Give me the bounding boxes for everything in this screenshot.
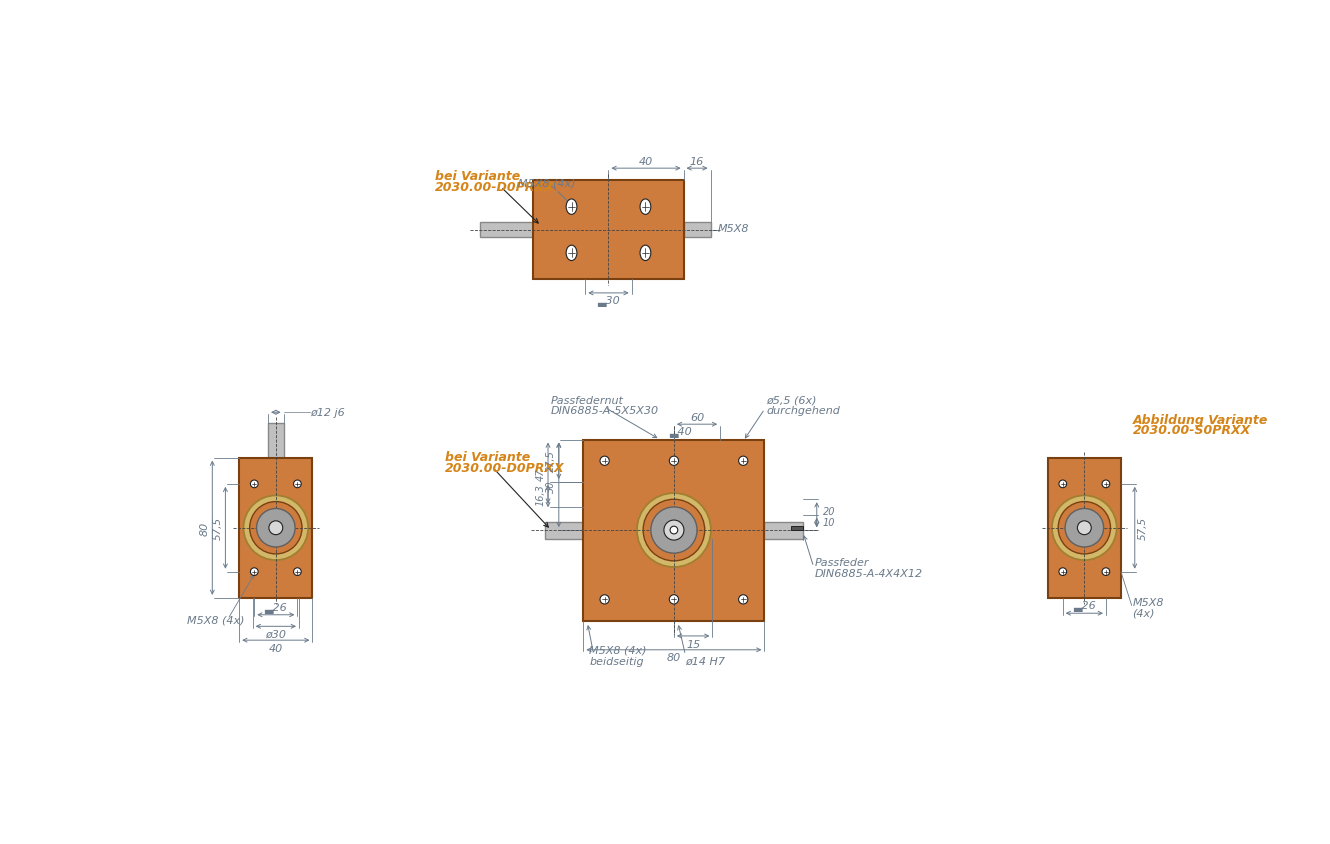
Circle shape <box>1077 522 1092 535</box>
Circle shape <box>600 595 609 604</box>
Text: ▃26: ▃26 <box>265 602 287 613</box>
Bar <box>269 424 283 458</box>
Bar <box>533 181 684 279</box>
Bar <box>1048 458 1121 598</box>
Text: 2030.00-D0PRXX: 2030.00-D0PRXX <box>435 181 555 194</box>
Text: M5X8: M5X8 <box>1132 597 1164 607</box>
Text: beidseitig: beidseitig <box>589 656 644 666</box>
Bar <box>765 522 803 538</box>
Text: Passfeder: Passfeder <box>814 558 868 568</box>
Circle shape <box>1059 502 1111 555</box>
Text: ▃40: ▃40 <box>669 427 692 438</box>
Bar <box>480 223 533 238</box>
Text: 40: 40 <box>269 643 283 653</box>
Text: 15: 15 <box>686 639 701 649</box>
Text: ø14 H7: ø14 H7 <box>685 656 725 666</box>
Text: 10: 10 <box>823 517 835 528</box>
Text: M5X8 (4x): M5X8 (4x) <box>188 614 245 625</box>
Text: 60: 60 <box>690 413 704 423</box>
Text: bei Variante: bei Variante <box>435 170 520 182</box>
Text: DIN6885-A-4X4X12: DIN6885-A-4X4X12 <box>814 569 923 578</box>
Circle shape <box>669 457 678 466</box>
Ellipse shape <box>567 200 577 215</box>
Circle shape <box>644 500 705 561</box>
Circle shape <box>669 595 678 604</box>
Circle shape <box>257 509 295 548</box>
Circle shape <box>250 568 258 576</box>
Text: 2030.00-S0PRXX: 2030.00-S0PRXX <box>1132 424 1250 437</box>
Text: 80: 80 <box>200 521 210 535</box>
Circle shape <box>269 522 283 535</box>
Text: 2030.00-D0PRXX: 2030.00-D0PRXX <box>446 462 565 474</box>
Text: bei Variante: bei Variante <box>446 450 531 463</box>
Text: durchgehend: durchgehend <box>766 405 841 415</box>
Text: 20: 20 <box>823 506 835 517</box>
Bar <box>239 458 313 598</box>
Text: ø12 j6: ø12 j6 <box>310 408 346 418</box>
Text: ▃26: ▃26 <box>1073 600 1096 611</box>
Text: 57,5: 57,5 <box>1137 517 1148 539</box>
Circle shape <box>738 595 747 604</box>
Circle shape <box>670 527 678 534</box>
Bar <box>584 440 765 621</box>
Circle shape <box>1103 568 1109 576</box>
Text: Abbildung Variante: Abbildung Variante <box>1132 414 1267 426</box>
Text: 16,3: 16,3 <box>536 484 545 506</box>
Text: ▃30: ▃30 <box>597 295 620 306</box>
Ellipse shape <box>640 246 650 262</box>
Text: 57,5: 57,5 <box>213 517 222 539</box>
Ellipse shape <box>640 200 650 215</box>
Circle shape <box>1059 480 1067 488</box>
Circle shape <box>1103 480 1109 488</box>
Circle shape <box>1052 495 1117 560</box>
Text: 30: 30 <box>547 480 556 492</box>
Text: 40: 40 <box>638 157 653 167</box>
Circle shape <box>250 480 258 488</box>
Text: (4x): (4x) <box>1132 608 1154 618</box>
Text: DIN6885-A-5X5X30: DIN6885-A-5X5X30 <box>551 405 658 415</box>
Circle shape <box>250 502 302 555</box>
Text: 47: 47 <box>536 468 545 480</box>
Circle shape <box>650 507 697 554</box>
Text: ø30: ø30 <box>266 630 286 639</box>
Text: M5X8 (4x): M5X8 (4x) <box>519 179 576 188</box>
Text: 16: 16 <box>690 157 704 167</box>
Circle shape <box>1059 568 1067 576</box>
Circle shape <box>600 457 609 466</box>
Ellipse shape <box>567 246 577 262</box>
Bar <box>790 527 803 530</box>
Text: M5X8: M5X8 <box>718 224 750 234</box>
Bar <box>684 223 710 238</box>
Circle shape <box>664 521 684 540</box>
Text: Passfedernut: Passfedernut <box>551 395 624 405</box>
Text: M5X8 (4x): M5X8 (4x) <box>589 645 646 655</box>
Circle shape <box>294 568 302 576</box>
Circle shape <box>738 457 747 466</box>
Circle shape <box>243 495 309 560</box>
Bar <box>545 522 584 538</box>
Circle shape <box>637 494 712 567</box>
Text: 27,5: 27,5 <box>547 450 556 472</box>
Text: ø5,5 (6x): ø5,5 (6x) <box>766 395 817 405</box>
Circle shape <box>1065 509 1104 548</box>
Circle shape <box>294 480 302 488</box>
Text: 80: 80 <box>666 652 681 663</box>
